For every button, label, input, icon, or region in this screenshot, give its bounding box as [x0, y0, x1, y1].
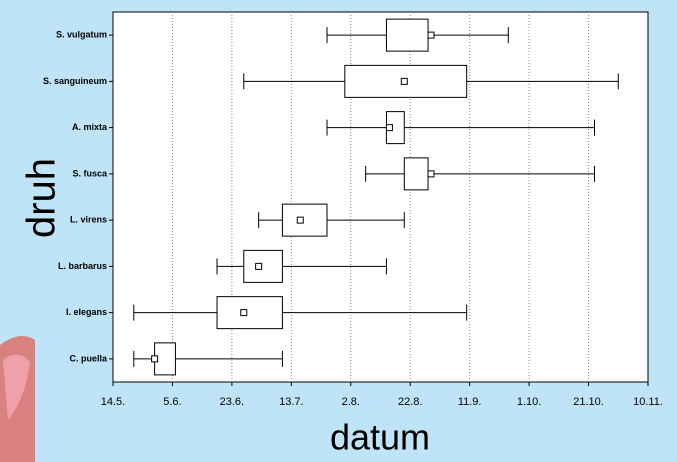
- y-axis-title: druh: [20, 158, 64, 238]
- y-tick-label: L. virens: [70, 215, 107, 225]
- y-tick-label: S. fusca: [72, 168, 108, 178]
- x-tick-label: 10.11.: [633, 396, 663, 408]
- box: [243, 249, 283, 283]
- y-tick-label: C. puella: [69, 353, 108, 363]
- median: [240, 309, 248, 317]
- box: [403, 157, 429, 191]
- x-tick-label: 21.10.: [573, 396, 604, 408]
- median: [385, 124, 393, 132]
- x-tick-label: 1.10.: [517, 396, 541, 408]
- median: [151, 355, 159, 363]
- median: [296, 216, 304, 224]
- y-tick-label: S. sanguineum: [43, 76, 107, 86]
- box: [216, 296, 283, 330]
- box: [281, 203, 328, 237]
- x-tick-label: 11.9.: [458, 396, 482, 408]
- median: [427, 31, 435, 39]
- median: [400, 77, 408, 85]
- y-tick-label: I. elegans: [66, 307, 107, 317]
- x-axis-title: datum: [330, 417, 430, 458]
- median: [427, 170, 435, 178]
- y-tick-label: A. mixta: [72, 122, 108, 132]
- x-tick-label: 13.7.: [279, 396, 303, 408]
- x-tick-label: 14.5.: [101, 396, 125, 408]
- x-tick-label: 2.8.: [342, 396, 360, 408]
- x-tick-label: 22.8.: [398, 396, 422, 408]
- box: [385, 18, 429, 52]
- median: [255, 262, 263, 270]
- photo-petal: [3, 354, 30, 420]
- y-tick-label: L. barbarus: [58, 261, 107, 271]
- y-tick-label: S. vulgatum: [56, 30, 107, 40]
- x-tick-label: 23.6.: [220, 396, 244, 408]
- x-tick-label: 5.6.: [163, 396, 181, 408]
